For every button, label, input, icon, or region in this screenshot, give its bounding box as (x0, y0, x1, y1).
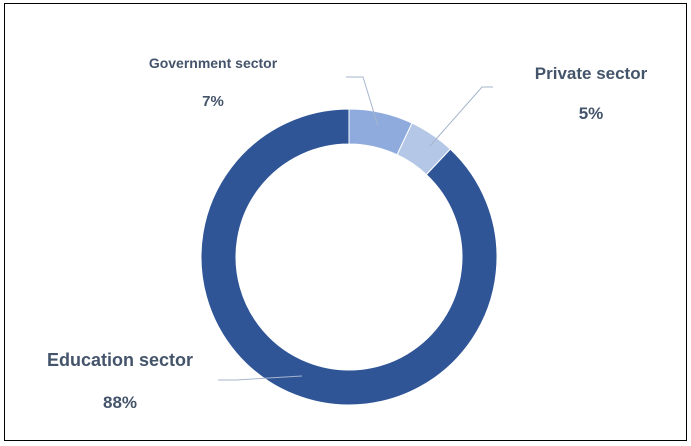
slice-value-government-sector: 7% (202, 93, 224, 110)
slice-value-private-sector: 5% (579, 104, 604, 123)
slice-value-education-sector: 88% (103, 393, 137, 412)
leader-line-private-sector (429, 86, 493, 147)
chart-frame (4, 3, 687, 441)
leader-line-government-sector (346, 76, 379, 127)
slice-label-education-sector: Education sector (47, 350, 193, 370)
slice-label-private-sector: Private sector (535, 64, 648, 83)
slice-label-government-sector: Government sector (149, 55, 278, 71)
slice-education-sector (200, 108, 498, 406)
leader-line-education-sector (218, 375, 303, 381)
